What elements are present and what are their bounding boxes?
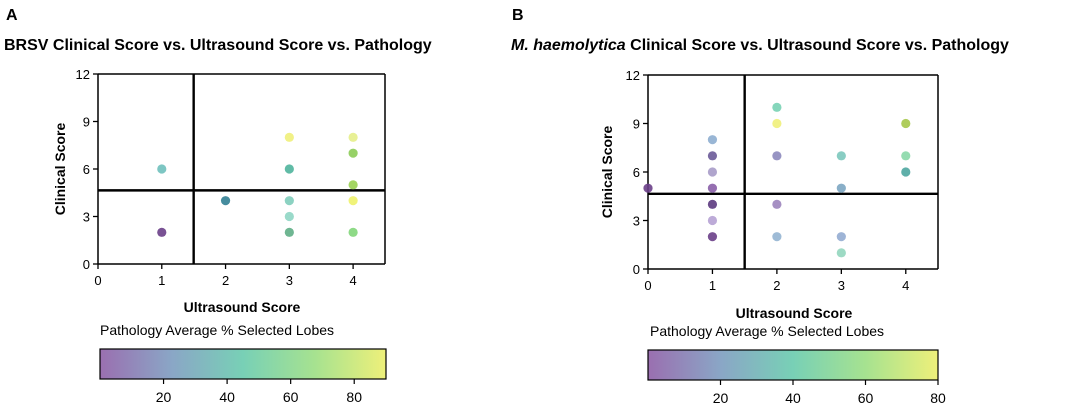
data-point	[348, 148, 358, 158]
colorbar-title: Pathology Average % Selected Lobes	[650, 323, 884, 339]
y-tick-label: 6	[83, 162, 90, 177]
data-point	[772, 232, 782, 242]
y-axis-label: Clinical Score	[599, 125, 615, 218]
data-point	[157, 164, 167, 174]
data-point	[284, 164, 294, 174]
y-tick-label: 6	[633, 165, 640, 180]
data-point	[707, 215, 718, 226]
data-point	[348, 196, 358, 206]
data-point	[707, 151, 718, 161]
title-main: BRSV Clinical Score vs. Ultrasound Score…	[4, 37, 432, 54]
data-point	[707, 167, 718, 177]
data-point	[220, 196, 231, 206]
data-point	[901, 167, 911, 177]
x-tick-label: 3	[286, 273, 293, 288]
y-tick-label: 9	[83, 115, 90, 130]
x-axis-label: Ultrasound Score	[184, 299, 301, 315]
panel-a: A BRSV Clinical Score vs. Ultrasound Sco…	[4, 7, 432, 405]
data-point	[836, 232, 846, 242]
data-point	[772, 199, 782, 209]
y-tick-label: 12	[76, 67, 90, 82]
data-point	[836, 151, 846, 161]
data-point	[772, 118, 782, 129]
data-point	[707, 232, 718, 242]
y-tick-label: 0	[83, 257, 90, 272]
y-tick-label: 0	[633, 262, 640, 277]
data-point	[836, 248, 846, 258]
data-point	[284, 211, 294, 222]
data-point	[284, 132, 294, 142]
x-tick-label: 0	[644, 278, 651, 293]
data-point	[157, 227, 167, 237]
panel-letter: A	[6, 7, 18, 24]
data-point	[772, 102, 782, 112]
x-axis-label: Ultrasound Score	[736, 305, 853, 321]
title-italic: M. haemolytica	[511, 37, 626, 54]
y-tick-label: 3	[633, 214, 640, 229]
colorbar-title: Pathology Average % Selected Lobes	[100, 322, 334, 338]
colorbar-tick-label: 80	[346, 389, 362, 405]
y-tick-label: 9	[633, 117, 640, 132]
colorbar	[647, 349, 939, 381]
colorbar-tick-label: 60	[283, 389, 299, 405]
chart-title: M. haemolytica Clinical Score vs. Ultras…	[511, 37, 1009, 54]
y-axis-label: Clinical Score	[52, 122, 68, 215]
data-point	[348, 227, 358, 237]
x-tick-label: 0	[94, 273, 101, 288]
colorbar-tick-label: 40	[219, 389, 235, 405]
panel-letter: B	[512, 7, 524, 24]
title-main: Clinical Score vs. Ultrasound Score vs. …	[626, 37, 1009, 54]
data-point	[772, 151, 782, 161]
y-tick-label: 12	[626, 68, 640, 83]
chart-title: BRSV Clinical Score vs. Ultrasound Score…	[4, 37, 432, 54]
colorbar-tick-label: 60	[858, 390, 874, 406]
colorbar-tick-label: 20	[713, 390, 729, 406]
data-point	[836, 183, 846, 193]
data-point	[643, 183, 653, 193]
colorbar-tick-label: 80	[930, 390, 946, 406]
panel-b: B M. haemolytica Clinical Score vs. Ultr…	[511, 7, 1009, 406]
x-tick-label: 4	[902, 278, 909, 293]
colorbar	[99, 348, 387, 380]
x-tick-label: 2	[222, 273, 229, 288]
x-tick-label: 2	[773, 278, 780, 293]
data-point	[901, 118, 911, 129]
data-point	[348, 180, 358, 190]
y-tick-label: 3	[83, 210, 90, 225]
data-point	[284, 196, 294, 206]
x-tick-label: 1	[158, 273, 165, 288]
data-point	[707, 199, 718, 209]
data-point	[284, 227, 294, 237]
x-tick-label: 4	[349, 273, 356, 288]
data-point	[707, 183, 718, 193]
colorbar-tick-label: 20	[156, 389, 172, 405]
data-point	[707, 135, 718, 145]
data-point	[901, 151, 911, 161]
x-tick-label: 3	[838, 278, 845, 293]
colorbar-tick-label: 40	[785, 390, 801, 406]
x-tick-label: 1	[709, 278, 716, 293]
data-point	[348, 132, 358, 142]
